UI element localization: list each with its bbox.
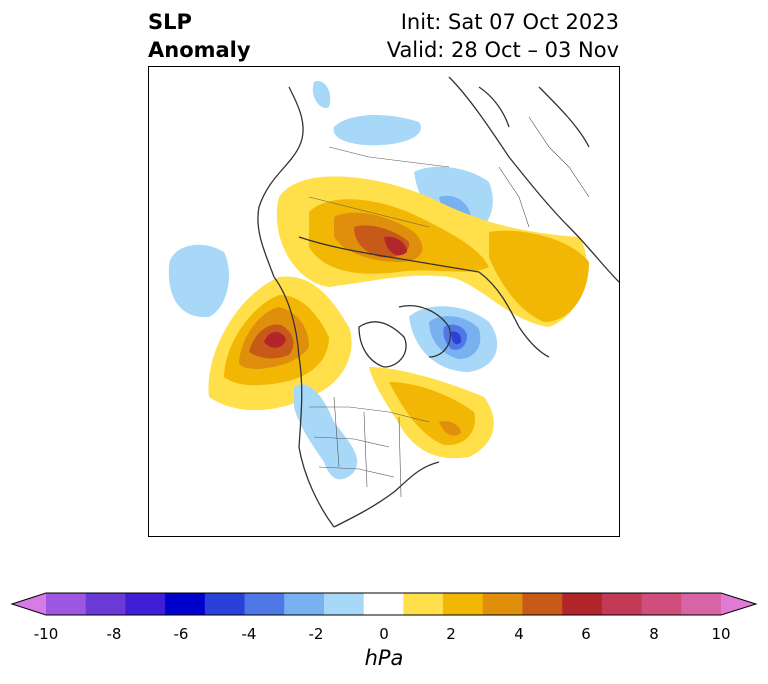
colorbar-tick: 8: [649, 625, 659, 643]
colorbar-tick: 6: [581, 625, 591, 643]
title-variable: SLP: [148, 10, 192, 34]
anomaly-siberia-high: [276, 176, 589, 327]
colorbar-cell: [482, 593, 523, 615]
colorbar-cell: [681, 593, 722, 615]
map-panel: [148, 66, 620, 537]
anomaly-alaska-high: [208, 276, 352, 411]
anomaly-eastern-canada-high: [369, 367, 494, 459]
coastlines: [257, 76, 619, 528]
colorbar-cell: [443, 593, 484, 615]
colorbar-cell: [284, 593, 325, 615]
title-left: SLP Anomaly: [148, 8, 251, 64]
anomaly-greenland-low: [409, 306, 498, 372]
colorbar-unit: hPa: [364, 646, 404, 670]
colorbar-tick: -2: [308, 625, 324, 643]
colorbar-cell: [562, 593, 603, 615]
anomaly-western-us-low: [294, 384, 358, 480]
colorbar: [10, 588, 758, 628]
colorbar-tick: -8: [106, 625, 122, 643]
colorbar-cell: [46, 593, 87, 615]
colorbar-cell: [601, 593, 643, 615]
colorbar-tick: 10: [711, 625, 731, 643]
colorbar-cell: [244, 593, 285, 615]
colorbar-graphic: [10, 592, 758, 616]
colorbar-cell: [363, 593, 404, 615]
colorbar-cell: [125, 593, 166, 615]
borders: [308, 116, 590, 498]
colorbar-tick: -10: [33, 625, 59, 643]
colorbar-cell: [323, 593, 365, 615]
colorbar-cell: [641, 593, 682, 615]
colorbar-outline: [10, 592, 758, 616]
colorbar-extend-high: [721, 593, 756, 615]
anomaly-north-pacific-low: [168, 244, 229, 318]
colorbar-tick: -6: [173, 625, 189, 643]
title-right: Init: Sat 07 Oct 2023 Valid: 28 Oct – 03…: [387, 8, 619, 64]
colorbar-cell: [204, 593, 246, 615]
colorbar-extend-low: [12, 593, 46, 615]
colorbar-tick: 0: [379, 625, 389, 643]
colorbar-cell: [403, 593, 444, 615]
init-date: Init: Sat 07 Oct 2023: [400, 10, 619, 34]
valid-range: Valid: 28 Oct – 03 Nov: [386, 38, 619, 62]
slp-anomaly-map: [168, 76, 619, 528]
colorbar-cell: [165, 593, 206, 615]
colorbar-tick: 4: [514, 625, 524, 643]
colorbar-tick: -4: [241, 625, 257, 643]
title-type: Anomaly: [148, 38, 251, 62]
colorbar-cell: [522, 593, 563, 615]
colorbar-cell: [85, 593, 126, 615]
colorbar-tick: 2: [446, 625, 456, 643]
